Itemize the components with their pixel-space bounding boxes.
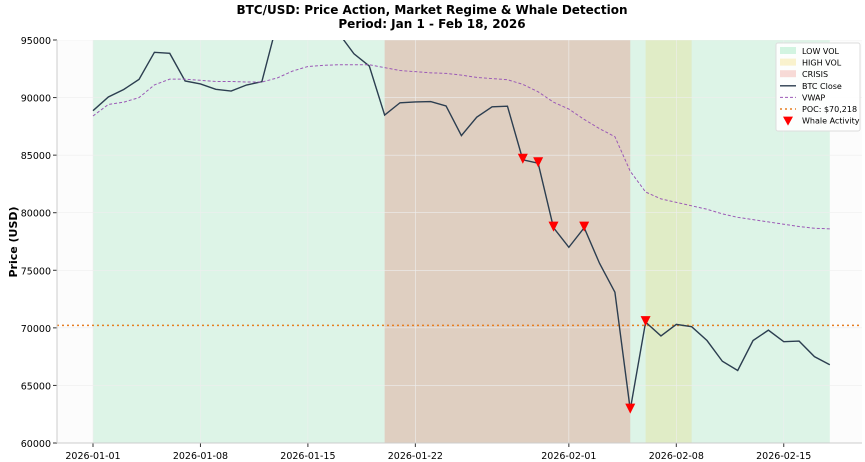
series-line-vwap [92,64,830,230]
legend-label: CRISIS [802,70,828,79]
plot-background [57,40,862,443]
legend-label: VWAP [802,93,825,102]
whale-marker [548,221,559,232]
x-tick-label: 2026-01-08 [173,451,228,462]
y-tick-label: 90000 [21,94,51,105]
whale-marker [625,403,636,414]
regime-band-high-vol [645,40,692,443]
regime-band-low-vol [93,40,830,443]
legend-whale-marker [783,116,793,126]
y-tick-label: 85000 [21,151,51,162]
legend-swatch [780,58,796,66]
legend-box [775,42,861,132]
series-line-btc-close [92,40,831,410]
x-tick-label: 2026-01-22 [388,451,443,462]
whale-marker [579,221,590,232]
whale-marker [533,157,544,168]
chart-subtitle: Period: Jan 1 - Feb 18, 2026 [338,17,525,31]
y-tick-label: 70000 [21,324,51,335]
y-tick-label: 95000 [21,36,51,47]
x-tick-label: 2026-02-08 [649,451,704,462]
chart-title: BTC/USD: Price Action, Market Regime & W… [236,3,627,17]
whale-marker [517,153,528,164]
plot-area [57,40,862,443]
legend-label: Whale Activity [802,117,860,126]
x-tick-label: 2026-02-15 [756,451,811,462]
x-tick-label: 2026-02-01 [541,451,596,462]
regime-band-crisis [384,40,631,443]
legend-label: HIGH VOL [802,59,842,68]
y-tick-label: 65000 [21,381,51,392]
y-tick-label: 80000 [21,209,51,220]
legend-swatch [780,70,796,78]
legend-label: BTC Close [802,82,842,91]
legend-label: LOW VOL [802,47,840,56]
x-tick-label: 2026-01-15 [280,451,335,462]
x-tick-label: 2026-01-01 [65,451,120,462]
legend-swatch [780,47,796,54]
y-tick-label: 75000 [21,266,51,277]
whale-marker [640,316,651,327]
y-axis-label: Price (USD) [7,206,20,277]
legend-label: POC: $70,218 [802,105,857,114]
y-tick-label: 60000 [21,439,51,450]
